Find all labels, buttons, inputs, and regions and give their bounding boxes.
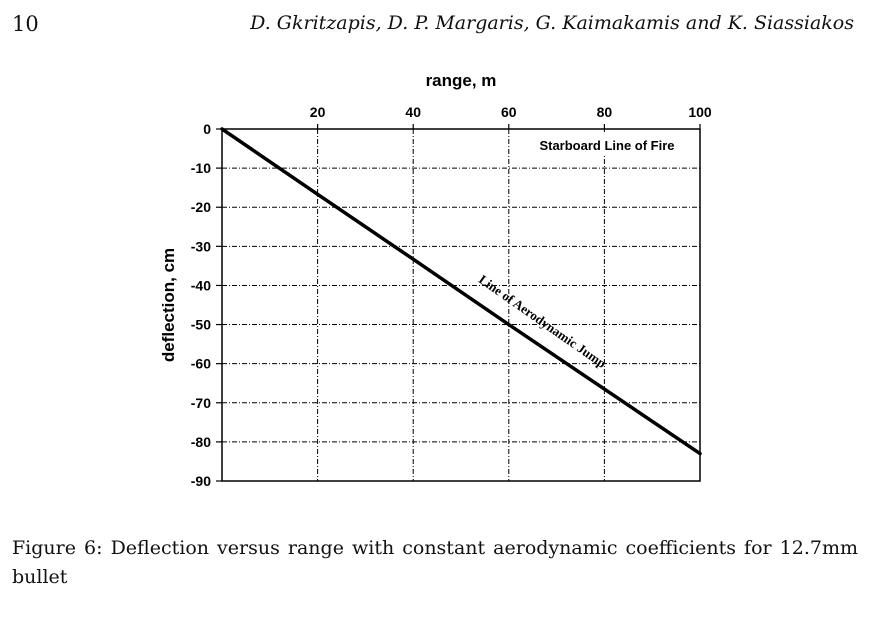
y-tick-label-1: -10 (191, 160, 211, 176)
y-tick-label-3: -30 (191, 238, 211, 254)
annotation-starboard-line-of-fire: Starboard Line of Fire (539, 138, 674, 153)
x-axis-label: range, m (426, 71, 497, 90)
y-tick-label-5: -50 (191, 317, 211, 333)
y-tick-label-4: -40 (191, 277, 211, 293)
y-tick-label-2: -20 (191, 199, 211, 215)
x-tick-label-0: 20 (310, 104, 326, 120)
x-tick-label-3: 80 (597, 104, 613, 120)
running-header: D. Gkritzapis, D. P. Margaris, G. Kaimak… (250, 12, 854, 34)
axis-tick-labels: 20 40 60 80 100 0 -10 -20 -30 -40 -50 -60 -70 -80 -90 (191, 104, 712, 489)
x-tick-label-1: 40 (405, 104, 421, 120)
x-tick-label-4: 100 (688, 104, 712, 120)
x-tick-label-2: 60 (501, 104, 517, 120)
series-layer (220, 127, 702, 456)
grid-lines (222, 129, 700, 481)
y-tick-label-7: -70 (191, 395, 211, 411)
figure-caption: Figure 6: Deflection versus range with c… (12, 537, 858, 588)
plot-frame (221, 128, 701, 482)
deflection-chart: 20 40 60 80 1000-10-20-30-40-50-60-70-80-90 … (159, 71, 712, 489)
y-axis-label: deflection, cm (159, 248, 178, 362)
y-tick-label-6: -60 (191, 356, 211, 372)
y-tick-label-0: 0 (203, 121, 211, 137)
series-line-0 (220, 127, 702, 456)
y-tick-label-9: -90 (191, 473, 211, 489)
annotation-line-of-aerodynamic-jump: Line of Aerodynamic Jump (476, 272, 609, 371)
annotation-background (520, 132, 695, 156)
y-tick-label-8: -80 (191, 434, 211, 450)
page-number: 10 (12, 12, 39, 36)
